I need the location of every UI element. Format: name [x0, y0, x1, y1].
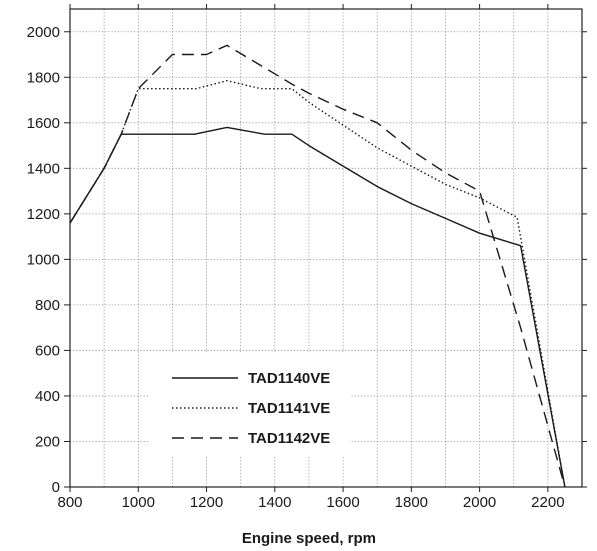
x-tick-label: 2000 [463, 494, 496, 511]
y-tick-label: 1600 [27, 115, 60, 132]
x-tick-label: 1200 [190, 494, 223, 511]
x-axis-title: Engine speed, rpm [242, 530, 376, 547]
x-tick-label: 1600 [326, 494, 359, 511]
series-lines [69, 44, 566, 488]
y-tick-label: 0 [52, 479, 60, 496]
x-tick-label: 800 [57, 494, 82, 511]
y-tick-label: 1400 [27, 160, 60, 177]
y-tick-label: 600 [35, 342, 60, 359]
x-tick-label: 1400 [258, 494, 291, 511]
series-line-tad1140ve [69, 126, 566, 488]
axis-ticks: 0 200 400 600 800 1000 1200 1400 1600 1800 2000 800… [27, 4, 587, 511]
y-tick-label: 1800 [27, 69, 60, 86]
grid [70, 9, 582, 487]
series-line-tad1141ve [69, 79, 566, 488]
x-tick-label: 2200 [531, 494, 564, 511]
legend: TAD1140VE TAD1141VE TAD1142VE [150, 352, 350, 456]
y-tick-label: 200 [35, 433, 60, 450]
legend-label: TAD1140VE [248, 370, 330, 387]
y-tick-label: 1000 [27, 251, 60, 268]
y-tick-label: 400 [35, 388, 60, 405]
plot-frame [69, 8, 583, 488]
series-line-tad1142ve [69, 44, 566, 488]
legend-label: TAD1141VE [248, 400, 330, 417]
y-tick-label: 1200 [27, 206, 60, 223]
x-tick-label: 1800 [395, 494, 428, 511]
legend-label: TAD1142VE [248, 430, 330, 447]
y-tick-label: 800 [35, 297, 60, 314]
x-tick-label: 1000 [122, 494, 155, 511]
y-tick-label: 2000 [27, 24, 60, 41]
